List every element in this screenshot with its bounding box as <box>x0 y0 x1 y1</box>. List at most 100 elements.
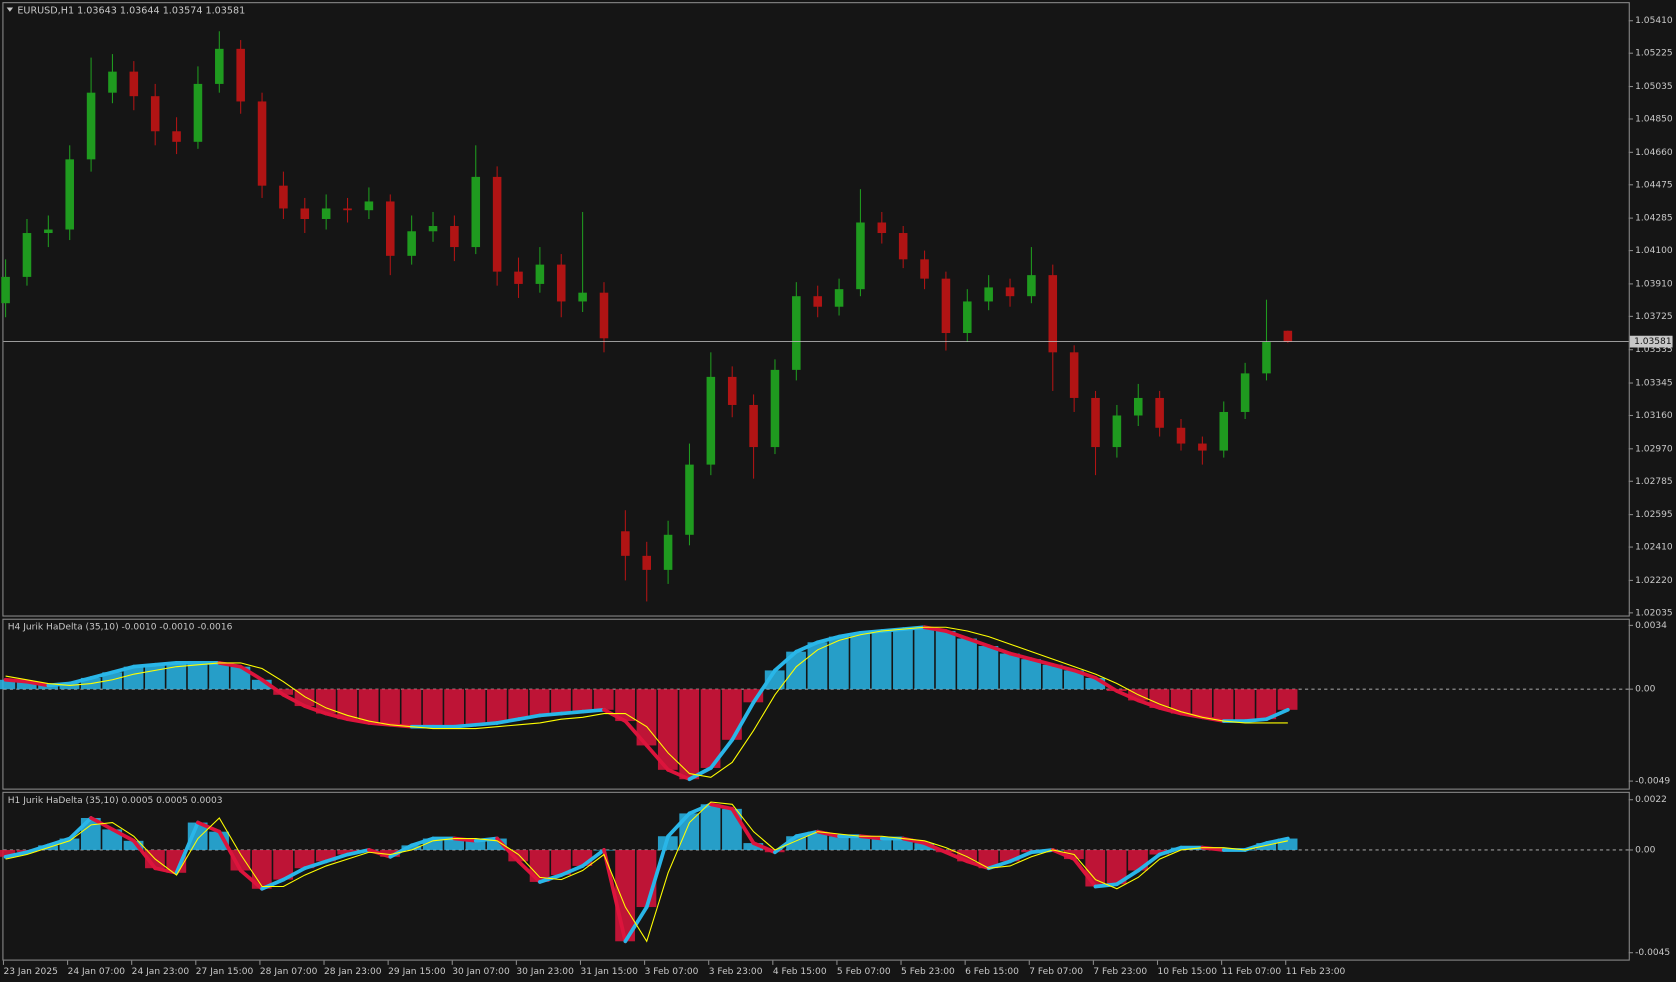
indicator-title: H1 Jurik HaDelta (35,10) 0.0005 0.0005 0… <box>8 796 223 806</box>
delta-line <box>815 634 841 645</box>
histogram-bar <box>187 662 208 690</box>
price-tag-label: 1.03581 <box>1634 337 1672 347</box>
x-tick-label: 28 Jan 07:00 <box>260 967 318 977</box>
histogram-bar <box>1256 689 1277 720</box>
y-tick-label: 1.04475 <box>1635 180 1673 190</box>
candle-body <box>792 296 801 370</box>
delta-line <box>324 711 350 722</box>
delta-line <box>1264 836 1290 845</box>
histogram-bar <box>935 631 956 690</box>
delta-line <box>345 717 371 725</box>
histogram-bar <box>1149 689 1170 708</box>
histogram-bar <box>444 838 465 850</box>
candle-body <box>1091 397 1100 448</box>
delta-line <box>1050 662 1077 673</box>
histogram-bar <box>358 689 379 723</box>
delta-line <box>708 802 735 811</box>
delta-line <box>602 707 628 723</box>
histogram-bar <box>486 838 507 850</box>
histogram-bar <box>80 817 101 850</box>
delta-line <box>751 668 777 705</box>
x-tick-label: 27 Jan 15:00 <box>196 967 254 977</box>
price-tag <box>1629 335 1673 348</box>
y-tick-label: 1.04850 <box>1635 114 1673 124</box>
delta-line <box>922 625 948 633</box>
delta-line <box>1029 848 1055 855</box>
delta-line <box>623 719 649 748</box>
histogram-bar <box>38 685 58 690</box>
candle-body <box>364 201 374 211</box>
y-tick-label: 1.02595 <box>1635 510 1673 520</box>
delta-line <box>644 743 670 772</box>
histogram-bar <box>850 632 871 690</box>
delta-line <box>1136 698 1162 710</box>
histogram-bar <box>572 849 593 866</box>
delta-line <box>345 848 371 857</box>
histogram-bar <box>1277 689 1298 710</box>
histogram-bar <box>529 689 550 716</box>
candle-body <box>1005 287 1015 297</box>
candle-body <box>1198 443 1207 451</box>
x-tick-label: 31 Jan 15:00 <box>580 967 638 977</box>
histogram-bar <box>316 689 336 714</box>
menu-arrow[interactable] <box>6 7 14 12</box>
delta-line <box>580 707 606 714</box>
histogram-bar <box>807 831 828 850</box>
histogram-bar <box>59 683 80 690</box>
delta-line <box>1093 676 1119 693</box>
histogram-bar <box>465 840 486 850</box>
delta-line <box>1157 706 1183 716</box>
x-tick-label: 24 Jan 23:00 <box>132 967 190 977</box>
histogram-bar <box>401 845 422 850</box>
delta-line <box>217 829 243 873</box>
y-tick-label: 1.04100 <box>1635 246 1673 256</box>
histogram-bar <box>679 813 700 850</box>
candle-body <box>65 159 74 230</box>
histogram-bar <box>893 838 913 850</box>
y-tick-label: 1.02785 <box>1635 477 1673 487</box>
candle-body <box>556 264 566 302</box>
histogram-bar <box>1085 677 1106 690</box>
delta-line <box>67 676 93 686</box>
histogram-bar <box>871 631 892 690</box>
delta-line <box>922 841 948 855</box>
delta-line <box>1093 882 1119 889</box>
candle-body <box>450 226 459 248</box>
candle-body <box>428 226 438 232</box>
candle-body <box>257 101 267 186</box>
delta-line <box>1264 707 1290 722</box>
x-tick-label: 10 Feb 15:00 <box>1157 967 1217 977</box>
x-tick-label: 3 Feb 07:00 <box>645 967 699 977</box>
delta-line <box>944 850 970 864</box>
delta-line <box>516 713 542 722</box>
x-tick-label: 24 Jan 07:00 <box>68 967 126 977</box>
histogram-bar <box>294 849 315 869</box>
histogram-bar <box>529 849 550 882</box>
candle-body <box>1027 275 1036 297</box>
y-tick-label: 1.05225 <box>1635 49 1673 59</box>
histogram-bar <box>807 642 828 690</box>
delta-line <box>174 820 200 875</box>
candle-body <box>920 259 929 279</box>
candle-body <box>706 376 716 465</box>
delta-line <box>131 662 158 669</box>
delta-line <box>986 859 1012 871</box>
delta-line <box>1008 651 1034 662</box>
histogram-bar <box>914 843 935 850</box>
y-tick-label: 1.02970 <box>1635 444 1673 454</box>
delta-line <box>773 649 799 673</box>
y-tick-label: 1.03160 <box>1635 411 1673 421</box>
delta-line <box>473 721 500 727</box>
candle-body <box>321 208 331 219</box>
delta-line <box>986 644 1012 656</box>
histogram-bar <box>123 840 144 850</box>
candle-body <box>834 289 844 307</box>
y-tick-label: 0.00 <box>1635 845 1655 855</box>
histogram-bar <box>337 849 358 855</box>
histogram-bar <box>957 638 977 690</box>
histogram-bar <box>337 689 358 720</box>
candle-body <box>386 201 395 256</box>
delta-line <box>196 820 222 834</box>
y-tick-label: 1.03345 <box>1635 379 1673 389</box>
